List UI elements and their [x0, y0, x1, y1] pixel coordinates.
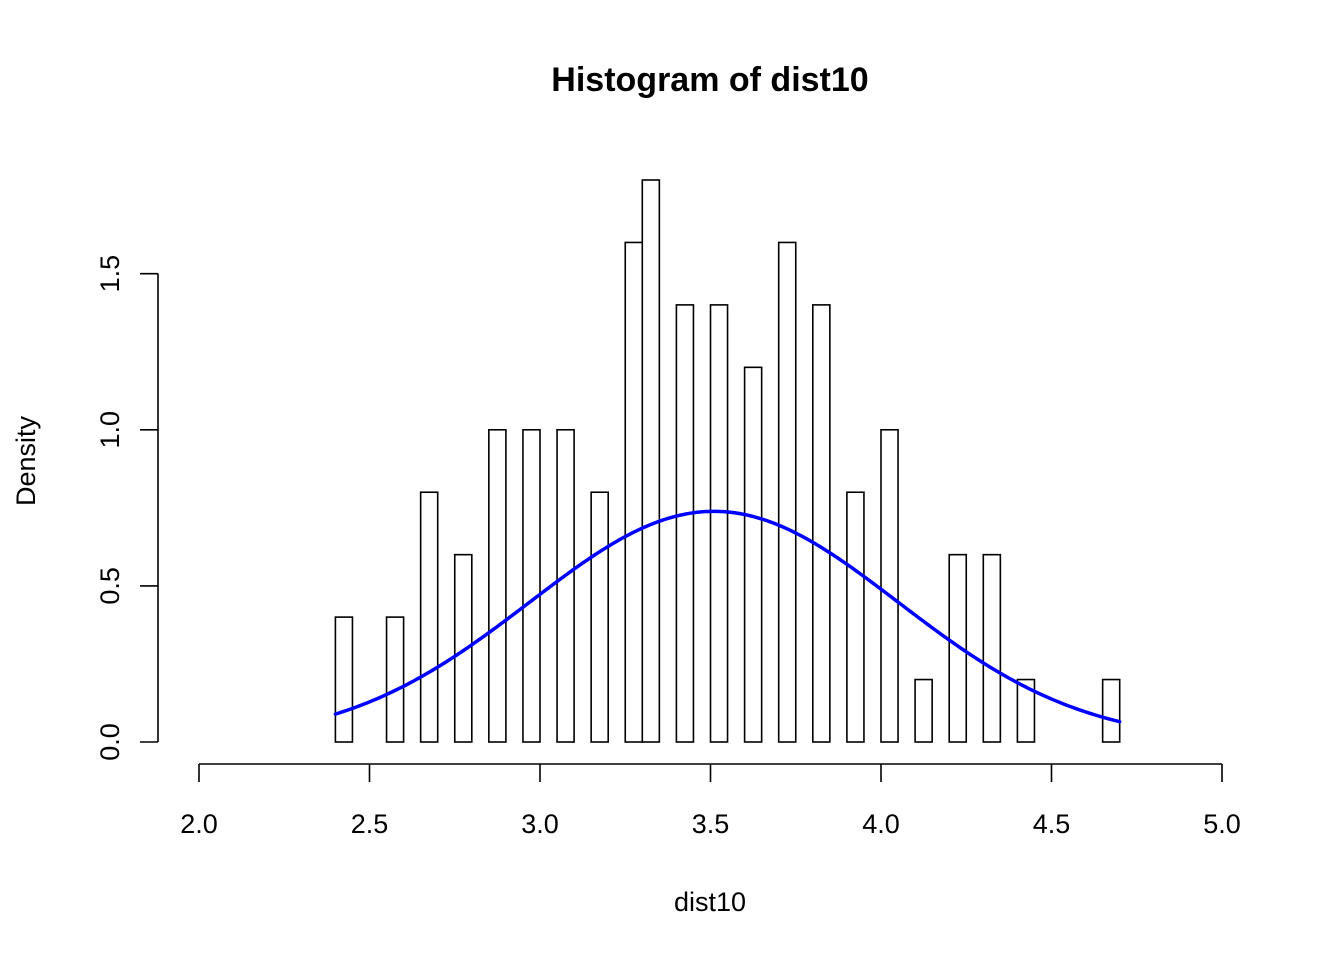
- histogram-bar: [1016, 678, 1036, 743]
- histogram-bar: [334, 616, 354, 743]
- y-axis: 0.0 0.5 1.0 1.5: [95, 255, 159, 761]
- chart-title: Histogram of dist10: [551, 61, 868, 99]
- x-tick-label: 3.5: [692, 809, 730, 839]
- histogram-bar: [846, 491, 865, 743]
- x-axis-label: dist10: [674, 887, 746, 917]
- histogram-bar: [811, 304, 831, 743]
- histogram-bar: [914, 678, 933, 743]
- x-tick-label: 4.0: [862, 809, 900, 839]
- histogram-bars: [334, 179, 1121, 743]
- histogram-bar: [1101, 678, 1121, 743]
- density-curve-line: [333, 509, 1122, 724]
- histogram-bar: [948, 553, 968, 743]
- histogram-bar: [624, 241, 644, 743]
- y-tick-label: 1.5: [95, 255, 125, 293]
- x-tick-label: 3.0: [521, 809, 559, 839]
- x-tick-label: 4.5: [1033, 809, 1071, 839]
- histogram-bar: [880, 428, 899, 743]
- histogram-bar: [590, 491, 610, 743]
- y-tick-label: 0.0: [95, 723, 125, 761]
- histogram-bar: [641, 179, 661, 743]
- histogram-bar: [777, 241, 797, 743]
- histogram-bar: [709, 304, 729, 743]
- y-tick-label: 0.5: [95, 567, 125, 605]
- histogram-bar: [522, 428, 541, 743]
- histogram-bar: [385, 616, 405, 743]
- x-axis: 2.0 2.5 3.0 3.5 4.0 4.5 5.0: [180, 763, 1241, 839]
- histogram-bar: [982, 553, 1002, 743]
- histogram-bar: [488, 428, 507, 743]
- y-tick-label: 1.0: [95, 411, 125, 449]
- y-axis-label: Density: [11, 415, 41, 506]
- x-tick-label: 2.5: [351, 809, 389, 839]
- x-tick-label: 2.0: [180, 809, 218, 839]
- histogram-bar: [675, 304, 695, 743]
- density-curve-layer: [333, 509, 1122, 724]
- histogram-bar: [556, 428, 575, 743]
- histogram-bar: [453, 553, 473, 743]
- histogram-bar: [419, 491, 439, 743]
- histogram-bar: [743, 366, 763, 743]
- x-tick-label: 5.0: [1203, 809, 1241, 839]
